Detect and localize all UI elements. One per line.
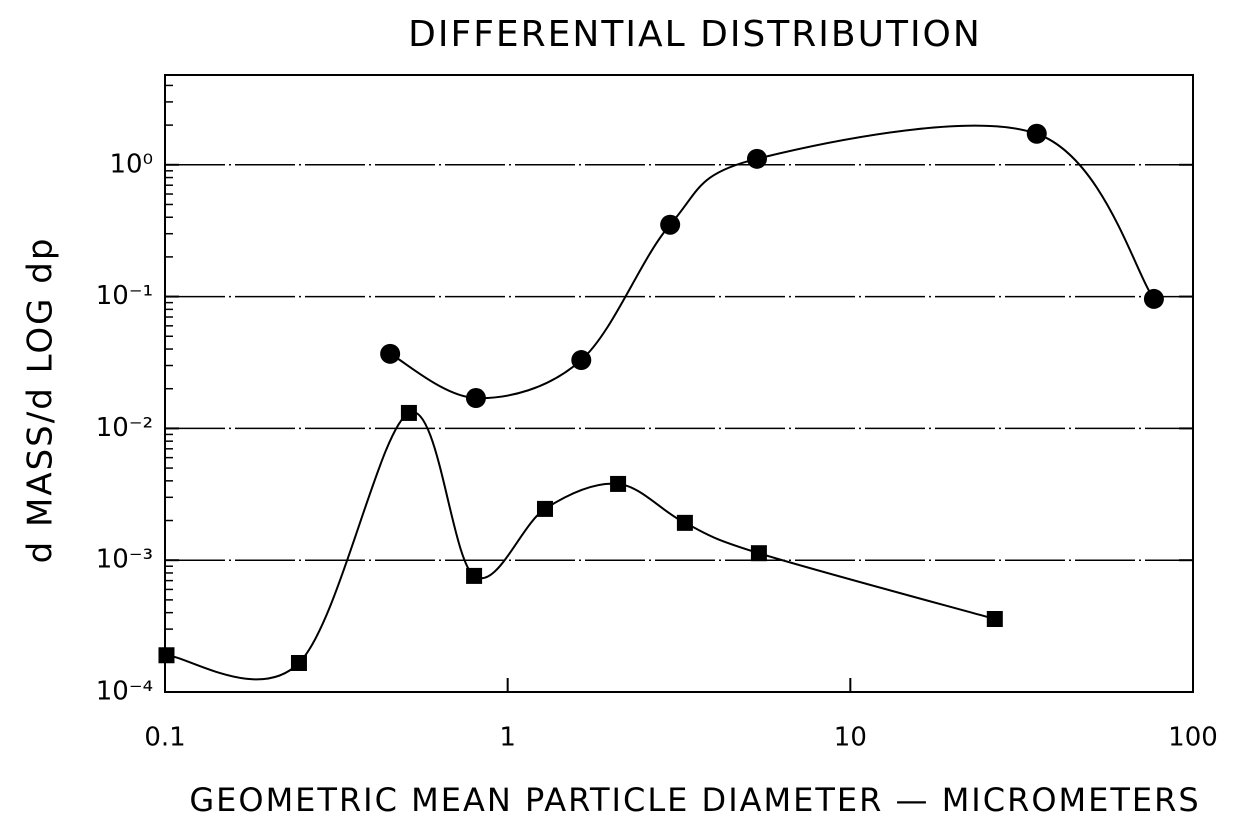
chart-title: DIFFERENTIAL DISTRIBUTION bbox=[408, 14, 982, 55]
square-marker bbox=[290, 654, 307, 671]
square-marker bbox=[676, 514, 693, 531]
square-marker bbox=[466, 567, 483, 584]
square-marker bbox=[158, 647, 175, 664]
circle-marker bbox=[380, 343, 401, 364]
plot-frame bbox=[164, 74, 1194, 693]
square-marker bbox=[400, 404, 417, 421]
square-marker bbox=[750, 545, 767, 562]
x-tick-label: 1 bbox=[499, 723, 516, 753]
y-tick-label: 10⁻³ bbox=[96, 545, 153, 575]
circle-marker bbox=[1026, 123, 1047, 144]
y-tick-label: 10⁰ bbox=[109, 149, 153, 179]
curves bbox=[166, 124, 1155, 681]
y-tick-label: 10⁻² bbox=[96, 413, 153, 443]
fit-curve bbox=[166, 411, 996, 681]
y-axis-label: d MASS/d LOG dp bbox=[21, 237, 61, 564]
square-marker bbox=[986, 610, 1003, 627]
x-tick-label: 0.1 bbox=[144, 723, 185, 753]
circle-marker bbox=[571, 350, 592, 371]
fit-curve bbox=[389, 124, 1155, 400]
circle-marker bbox=[660, 214, 681, 235]
circle-marker bbox=[746, 148, 767, 169]
square-marker bbox=[610, 475, 627, 492]
circle-marker bbox=[1143, 288, 1164, 309]
x-tick-label: 10 bbox=[834, 723, 867, 753]
y-tick-label: 10⁻¹ bbox=[96, 281, 153, 311]
y-tick-label: 10⁻⁴ bbox=[96, 677, 153, 707]
square-marker bbox=[536, 500, 553, 517]
x-axis-label: GEOMETRIC MEAN PARTICLE DIAMETER — MICRO… bbox=[189, 781, 1200, 819]
circle-marker bbox=[465, 388, 486, 409]
x-tick-label: 100 bbox=[1168, 723, 1218, 753]
